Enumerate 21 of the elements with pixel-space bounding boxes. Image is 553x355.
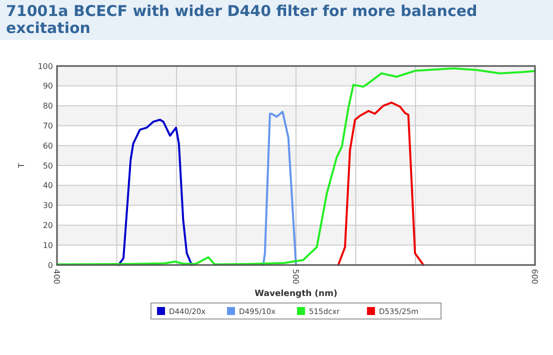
y-tick-label: 70 — [42, 122, 53, 130]
line-series — [56, 67, 536, 266]
y-tick-label: 30 — [42, 201, 53, 210]
line-series — [262, 110, 297, 266]
y-tick-label: 50 — [42, 161, 53, 170]
y-tick-label: 10 — [42, 240, 53, 250]
y-tick-label: 0 — [48, 260, 53, 270]
y-tick-label: 20 — [42, 221, 53, 230]
y-tick-label: 80 — [42, 102, 53, 111]
y-tick-label: 40 — [42, 181, 53, 190]
chart-title: 71001a BCECF with wider D440 filter for more balanced excitation — [6, 2, 478, 37]
line-series — [337, 102, 424, 266]
y-tick-label: 90 — [42, 82, 53, 91]
y-tick-label: 100 — [38, 62, 53, 71]
x-axis-title: Wavelength (nm) — [254, 289, 338, 299]
y-tick-label: 60 — [42, 141, 53, 150]
line-series — [117, 118, 193, 266]
x-tick-label: 600 — [530, 269, 540, 284]
x-tick-label: 400 — [52, 269, 62, 284]
x-tick-label: 500 — [291, 269, 300, 284]
y-axis-title: T — [17, 162, 26, 169]
